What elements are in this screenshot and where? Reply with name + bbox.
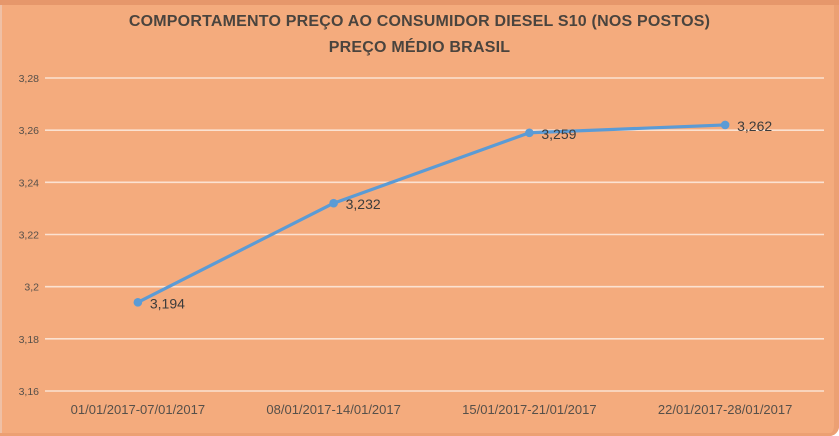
- data-point-marker: [133, 298, 143, 307]
- data-point-label: 3,232: [346, 196, 381, 212]
- data-point-marker: [525, 128, 534, 138]
- chart-title-line1: COMPORTAMENTO PREÇO AO CONSUMIDOR DIESEL…: [128, 13, 711, 30]
- y-axis-tick-label: 3,26: [19, 125, 40, 137]
- y-axis-tick-label: 3,2: [24, 282, 39, 294]
- y-axis-tick-label: 3,28: [19, 73, 40, 85]
- data-point-label: 3,259: [541, 126, 576, 142]
- chart-title: COMPORTAMENTO PREÇO AO CONSUMIDOR DIESEL…: [0, 9, 839, 61]
- data-point-label: 3,262: [737, 118, 772, 134]
- series-line: [136, 123, 727, 304]
- y-axis-tick-label: 3,16: [19, 386, 40, 398]
- chart-title-line2: PREÇO MÉDIO BRASIL: [328, 39, 511, 56]
- y-axis-tick-label: 3,24: [19, 177, 40, 189]
- y-axis-tick-label: 3,22: [19, 230, 40, 242]
- x-axis-tick-label: 08/01/2017-14/01/2017: [266, 402, 400, 417]
- data-point-marker: [329, 198, 338, 208]
- data-point-marker: [720, 120, 730, 130]
- x-axis-tick-label: 22/01/2017-28/01/2017: [658, 402, 792, 417]
- y-axis-tick-label: 3,18: [19, 334, 40, 346]
- data-point-label: 3,194: [150, 295, 185, 311]
- x-axis-tick-label: 15/01/2017-21/01/2017: [462, 402, 596, 417]
- x-axis-tick-label: 01/01/2017-07/01/2017: [71, 402, 205, 417]
